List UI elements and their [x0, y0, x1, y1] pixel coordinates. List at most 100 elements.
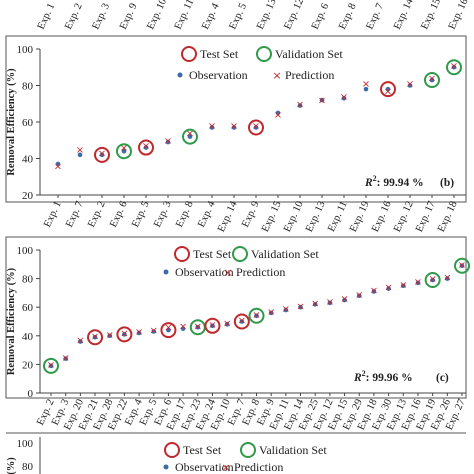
x-tick-label: Exp. 12 [392, 200, 416, 234]
prediction-point: × [443, 273, 451, 284]
x-tick-label: Exp. 14 [216, 199, 240, 234]
validation-set-circle [424, 272, 441, 289]
observation-point [415, 280, 421, 286]
legend-validation-set-label: Validation Set [259, 443, 327, 457]
prediction-point: × [135, 327, 143, 338]
observation-point [371, 289, 377, 294]
legend-test-set-label: Test Set [193, 247, 232, 261]
x-tick-label: Exp. 5 [130, 200, 152, 230]
prediction-point: × [406, 79, 414, 90]
legend-observation-label: Observation [175, 460, 234, 474]
panel-frame [5, 35, 467, 203]
test-set-circle [87, 329, 104, 346]
observation-point [356, 293, 362, 299]
prediction-point: × [164, 136, 172, 147]
prediction-point: × [414, 277, 422, 288]
prediction-point: × [186, 128, 194, 139]
observation-point [136, 330, 142, 336]
observation-point [386, 286, 391, 291]
legend-validation-set-label: Validation Set [251, 247, 319, 261]
top-x-tick-label: Exp. 2 [63, 2, 85, 32]
validation-set-circle [182, 128, 198, 145]
top-x-tick-label: Exp. 15 [419, 0, 443, 31]
legend-test-set-marker [164, 442, 180, 458]
prediction-point: × [98, 149, 106, 160]
x-tick-label: Exp. 15 [260, 200, 284, 234]
prediction-point: × [47, 360, 55, 371]
observation-point [224, 322, 230, 327]
observation-point [187, 134, 193, 139]
prediction-point: × [230, 121, 238, 132]
legend-prediction-label: Prediction [236, 265, 285, 279]
observation-point [48, 363, 54, 369]
legend-prediction-marker: × [272, 69, 281, 82]
observation-point [239, 319, 245, 324]
observation-point [92, 334, 98, 340]
x-tick-label: Exp. 17 [414, 200, 438, 234]
test-set-circle [380, 81, 396, 98]
y-tick-label: 60 [22, 117, 34, 129]
prediction-point: × [252, 310, 260, 321]
top-x-tick-label: Exp. 13 [255, 0, 279, 31]
test-set-circle [204, 317, 221, 334]
prediction-point: × [384, 86, 392, 97]
observation-point [210, 323, 215, 329]
prediction-point: × [179, 321, 187, 332]
validation-set-circle [424, 72, 440, 89]
prediction-point: × [91, 331, 99, 342]
observation-point [297, 103, 303, 108]
observation-point [195, 324, 201, 330]
legend-observation-label: Observation [189, 68, 248, 82]
legend-validation-set-marker [240, 442, 256, 458]
legend-test-set-label: Test Set [183, 443, 222, 457]
observation-point [407, 83, 413, 88]
x-tick-label: Exp. 2 [86, 200, 108, 230]
validation-set-circle [116, 143, 132, 160]
observation-point [77, 152, 83, 158]
prediction-point: × [428, 74, 436, 85]
legend-observation-marker [163, 269, 169, 275]
observation-point [166, 327, 171, 333]
x-tick-label: Exp. 18 [436, 200, 460, 234]
observation-point [341, 95, 347, 101]
x-tick-label: Exp. 3 [152, 200, 174, 230]
y-tick-label: 20 [22, 359, 34, 371]
legend-test-set-label: Test Set [200, 47, 239, 61]
prediction-point: × [384, 283, 392, 294]
prediction-point: × [399, 280, 407, 291]
validation-set-circle [454, 257, 470, 274]
observation-point [430, 277, 435, 283]
prediction-point: × [238, 316, 246, 327]
prediction-point: × [428, 274, 436, 285]
panel-d-partial: 100 80 (%) Test Set Validation Set Observatio… [6, 432, 466, 474]
test-set-circle [233, 313, 250, 330]
top-x-tick-label: Exp. 4 [200, 1, 222, 31]
top-x-tick-label: Exp. 3 [91, 2, 113, 32]
observation-point [268, 310, 274, 316]
legend-prediction-label: Prediction [285, 68, 334, 82]
test-set-circle [94, 146, 110, 163]
observation-point [275, 110, 281, 116]
observation-point [63, 356, 68, 361]
y-tick-label: 100 [17, 438, 34, 450]
prediction-point: × [311, 298, 319, 309]
legend-validation-set-label: Validation Set [275, 47, 343, 61]
observation-point [451, 64, 457, 70]
observation-point [253, 125, 259, 130]
observation-point [429, 77, 435, 83]
legend-prediction-label: Prediction [234, 460, 283, 474]
prediction-point: × [194, 321, 202, 332]
panel-b: Exp. 1 Exp. 2 Exp. 3 Exp. 9 Exp. 10 Exp. 11 Ex… [5, 0, 471, 234]
legend-observation-marker [163, 464, 169, 470]
prediction-point: × [326, 297, 334, 308]
prediction-point: × [208, 320, 216, 331]
top-x-tick-label: Exp. 14 [392, 0, 416, 31]
y-tick-label: 20 [22, 190, 34, 202]
x-tick-label: Exp. 19 [348, 200, 372, 234]
top-x-tick-label: Exp. 6 [310, 2, 332, 32]
prediction-point: × [355, 290, 363, 301]
legend-prediction-marker: × [221, 461, 230, 474]
observation-point [385, 86, 391, 92]
x-tick-label: Exp. 4 [196, 199, 218, 229]
prediction-point: × [340, 294, 348, 305]
